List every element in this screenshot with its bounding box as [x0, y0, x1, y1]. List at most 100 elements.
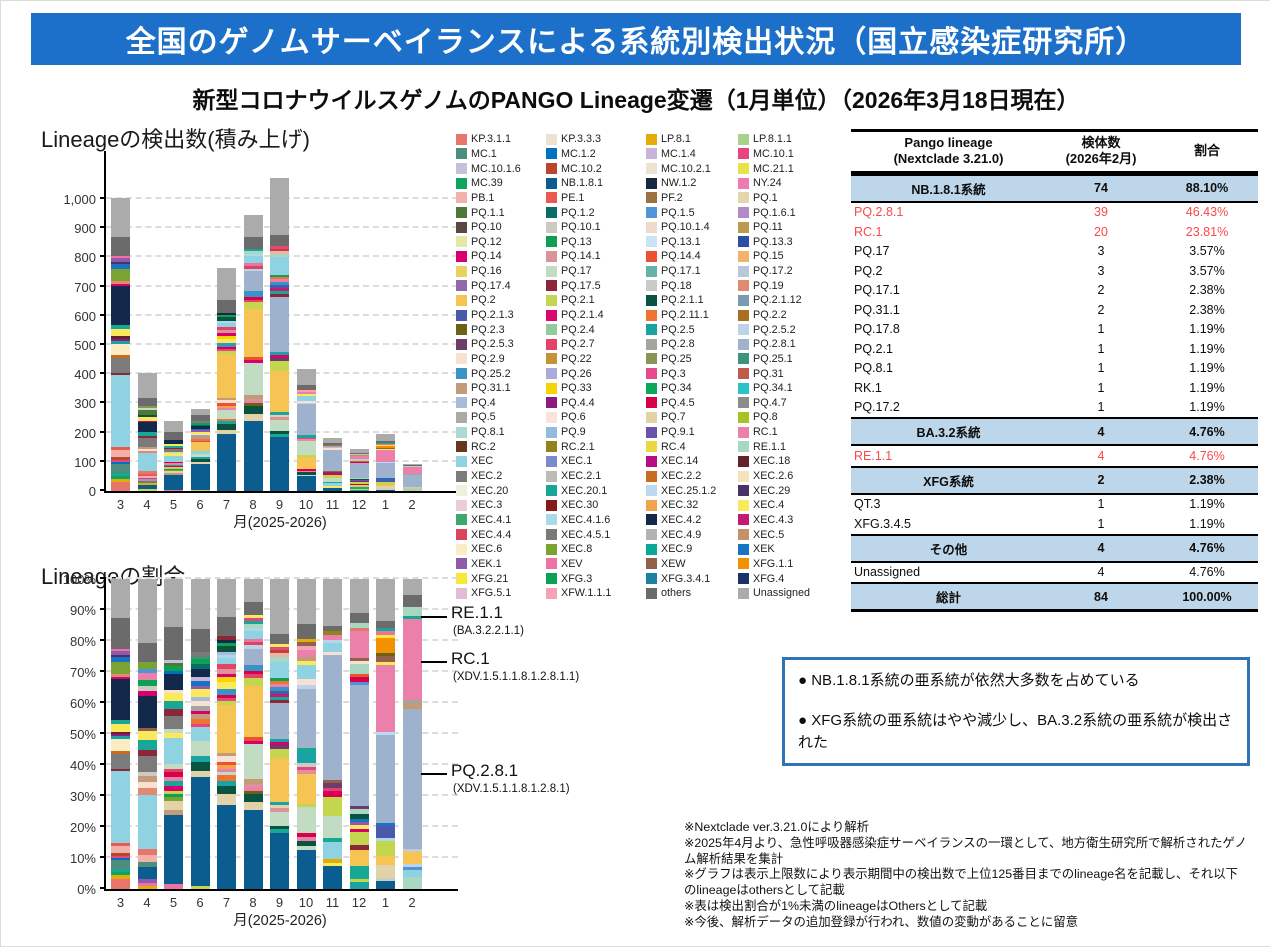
legend-swatch [546, 339, 557, 350]
bar-segment [244, 744, 263, 780]
legend-item: PQ.13.3 [738, 234, 816, 249]
legend-swatch [456, 148, 467, 159]
bar-segment [376, 841, 395, 856]
legend-label: PQ.17.4 [471, 280, 511, 292]
bar-segment [376, 434, 395, 441]
footnote-line: ※Nextclade ver.3.21.0により解析 [684, 820, 1250, 836]
legend-label: PQ.10.1.4 [661, 221, 710, 233]
lineage-name-cell: RK.1 [851, 381, 1046, 395]
legend-swatch [546, 192, 557, 203]
lineage-name-cell: PQ.2.1 [851, 342, 1046, 356]
bar-segment [244, 414, 263, 421]
legend-swatch [646, 529, 657, 540]
legend-label: PQ.10 [471, 221, 502, 233]
legend-label: PF.2 [661, 192, 683, 204]
stacked-bar-month-9 [270, 579, 289, 889]
count-cell: 4 [1046, 449, 1156, 463]
legend-label: NB.1.8.1 [561, 177, 603, 189]
bar-segment [111, 482, 130, 491]
legend-label: PQ.4.4 [561, 397, 595, 409]
percent-cell: 4.76% [1156, 425, 1258, 439]
legend-swatch [646, 353, 657, 364]
x-axis-label: 3 [107, 497, 134, 512]
legend-item: PQ.17.5 [546, 278, 646, 293]
bar-segment [111, 618, 130, 649]
legend-item: PQ.2.2 [738, 308, 816, 323]
x-axis-label: 12 [346, 895, 373, 910]
legend-swatch [738, 573, 749, 584]
legend-item: PQ.25 [646, 352, 738, 367]
y-axis-tick [100, 670, 106, 672]
bar-segment [138, 398, 157, 405]
legend-swatch [546, 178, 557, 189]
legend-item: PQ.22 [546, 352, 646, 367]
legend-swatch [456, 178, 467, 189]
legend-label: LP.8.1.1 [753, 133, 792, 145]
legend-item: LP.8.1.1 [738, 132, 816, 147]
bar-segment [111, 846, 130, 853]
legend-swatch [456, 134, 467, 145]
legend-swatch [546, 368, 557, 379]
legend-label: PQ.2.8.1 [753, 338, 796, 350]
legend-item: MC.21.1 [738, 161, 816, 176]
bar-segment [244, 579, 263, 602]
legend-item: PQ.14 [456, 249, 546, 264]
legend-label: RC.2.1 [561, 441, 595, 453]
legend-label: PQ.14.1 [561, 250, 601, 262]
bar-segment [244, 794, 263, 802]
legend-swatch [646, 236, 657, 247]
lineage-name-cell: RC.1 [851, 225, 1046, 239]
legend-item: PQ.1.5 [646, 205, 738, 220]
x-axis-label: 7 [213, 497, 240, 512]
legend-label: MC.1.4 [661, 148, 696, 160]
legend-label: PQ.13.3 [753, 236, 793, 248]
stacked-bar-month-12 [350, 579, 369, 889]
bar-segment [191, 756, 210, 763]
legend-item: PQ.2.1.4 [546, 308, 646, 323]
legend-swatch [546, 148, 557, 159]
bar-segment [217, 268, 236, 300]
percent-cell: 2.38% [1156, 473, 1258, 487]
legend-swatch [546, 324, 557, 335]
legend-item: MC.39 [456, 176, 546, 191]
legend-item: XEC.18 [738, 454, 816, 469]
y-axis-label: 0% [48, 882, 96, 897]
legend-item: XFG.4 [738, 571, 816, 586]
legend-swatch [456, 485, 467, 496]
stacked-bar-month-8 [244, 579, 263, 889]
legend-label: PQ.31.1 [471, 382, 511, 394]
bar-segment [297, 369, 316, 385]
legend-item: MC.10.2.1 [646, 161, 738, 176]
x-axis-label: 2 [399, 895, 426, 910]
bar-segment [376, 463, 395, 478]
percent-cell: 3.57% [1156, 244, 1258, 258]
lineage-name-cell: XFG.3.4.5 [851, 517, 1046, 531]
legend-swatch [738, 441, 749, 452]
table-header-row: Pango lineage(Nextclade 3.21.0)検体数(2026年… [851, 129, 1258, 174]
legend-label: RE.1.1 [753, 441, 786, 453]
y-axis-label: 10% [48, 851, 96, 866]
bar-segment [138, 731, 157, 741]
legend-swatch [456, 324, 467, 335]
bar-segment [111, 579, 130, 618]
legend-item: PQ.4.5 [646, 396, 738, 411]
legend-item: PQ.17.4 [456, 278, 546, 293]
legend-label: XFG.21 [471, 573, 508, 585]
legend-item: XEC.4.1.6 [546, 513, 646, 528]
legend-item: XEC.20.1 [546, 483, 646, 498]
legend-label: PQ.12 [471, 236, 502, 248]
bar-segment [297, 579, 316, 624]
x-axis-label: 10 [293, 895, 320, 910]
legend-swatch [456, 514, 467, 525]
stacked-bar-month-6 [191, 409, 210, 491]
legend-label: PQ.9.1 [661, 426, 695, 438]
legend-label: XEC.4.3 [753, 514, 793, 526]
legend-label: MC.10.2.1 [661, 163, 711, 175]
bar-segment [376, 865, 395, 879]
